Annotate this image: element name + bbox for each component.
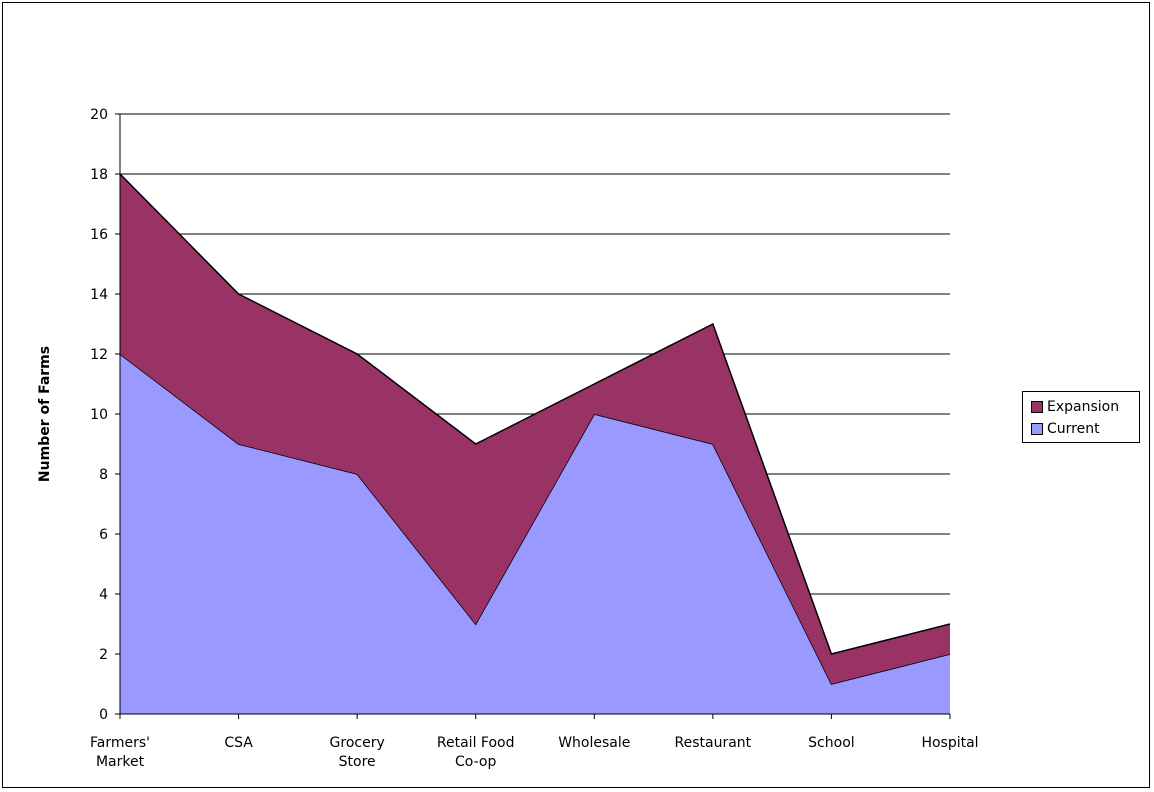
line-expansion [119,173,951,655]
x-tick-label-5: Restaurant [675,735,752,751]
x-tick-label-3: Retail Food Co-op [437,735,515,770]
x-tick-label-7: Hospital [921,735,978,751]
y-tick-label-8: 8 [99,467,108,483]
legend-item-current: Current [1031,420,1100,438]
x-tick-label-1: CSA [224,735,253,751]
legend-label-current: Current [1047,421,1100,437]
y-tick-label-14: 14 [90,287,108,303]
axes [115,113,951,719]
area-expansion [120,174,950,684]
area-current [120,354,950,714]
legend-swatch-current [1031,423,1043,435]
legend-swatch-expansion [1031,401,1043,413]
y-tick-label-16: 16 [90,227,108,243]
y-tick-label-0: 0 [99,707,108,723]
x-tick-label-0: Farmers' Market [90,735,150,770]
legend-item-expansion: Expansion [1031,398,1119,416]
y-tick-label-18: 18 [90,167,108,183]
y-tick-label-20: 20 [90,107,108,123]
x-tick-label-6: School [808,735,854,751]
y-tick-label-12: 12 [90,347,108,363]
y-tick-label-10: 10 [90,407,108,423]
y-tick-label-6: 6 [99,527,108,543]
x-tick-label-2: Grocery Store [330,735,385,770]
y-tick-label-2: 2 [99,647,108,663]
y-tick-label-4: 4 [99,587,108,603]
legend-label-expansion: Expansion [1047,399,1120,415]
legend: Expansion Current [1022,391,1140,443]
tick-labels: 0 2 4 6 8 10 12 14 16 18 20 Farmers' Market CSA Grocer… [90,107,979,770]
x-tick-label-4: Wholesale [558,735,630,751]
y-axis-title: Number of Farms [37,346,53,482]
stacked-areas [119,173,951,714]
